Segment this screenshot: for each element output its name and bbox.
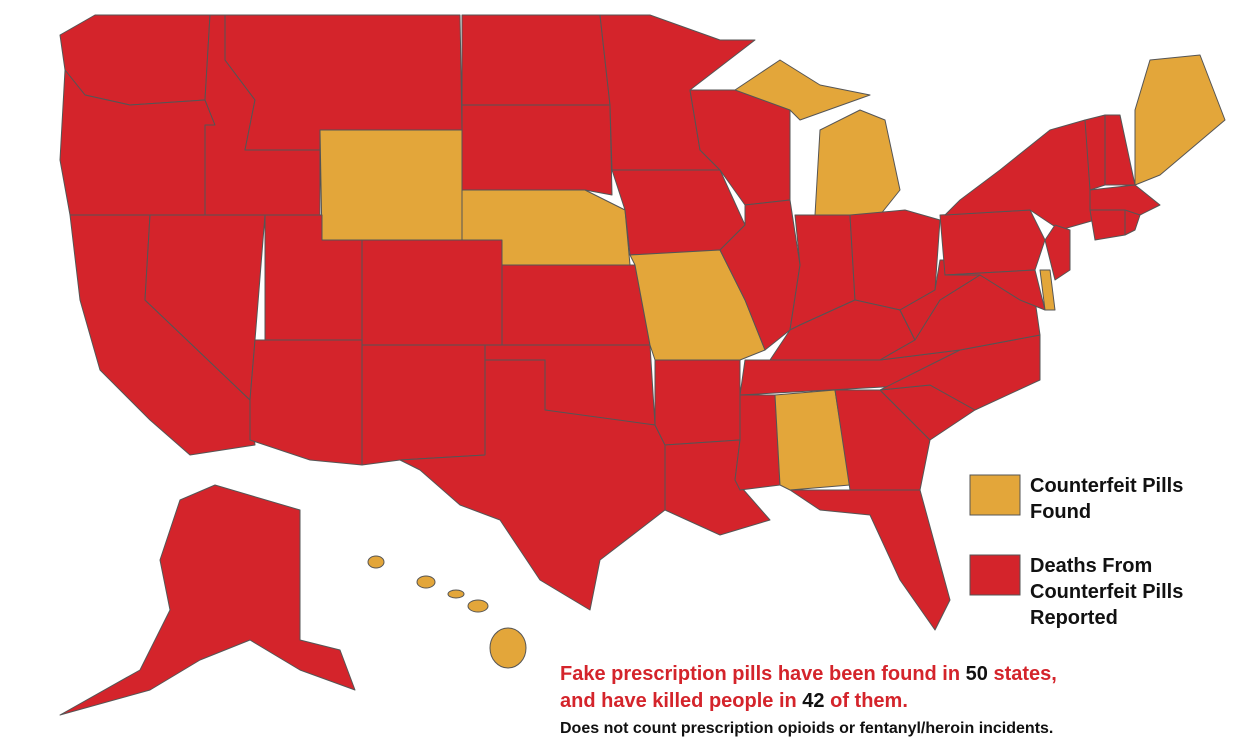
state: [944, 269, 1046, 311]
caption: and have killed people in 42 of them.: [560, 690, 908, 712]
legend-label: Deaths From: [1030, 555, 1152, 577]
caption-number: 42: [802, 690, 824, 712]
legend-swatch: [969, 554, 1021, 596]
island: [416, 575, 436, 589]
state: [501, 264, 651, 346]
caption-number: 50: [966, 663, 988, 685]
state: [361, 239, 503, 346]
island: [447, 589, 465, 599]
legend-label: Reported: [1030, 607, 1118, 629]
caption-text: and have killed people in: [560, 690, 802, 712]
state: [1089, 184, 1161, 216]
caption-text: states,: [988, 663, 1057, 685]
state: [399, 359, 666, 611]
caption-text: Fake prescription pills have been found …: [560, 663, 966, 685]
island: [467, 599, 489, 613]
state: [1044, 224, 1071, 281]
state: [461, 14, 611, 106]
state: [1134, 54, 1226, 186]
state: [719, 199, 801, 351]
state: [789, 489, 951, 631]
state: [834, 389, 931, 491]
island: [367, 555, 385, 569]
footnote: Does not count prescription opioids or f…: [560, 720, 1053, 737]
state: [939, 209, 1046, 276]
legend-label: Counterfeit Pills: [1030, 475, 1183, 497]
state: [249, 339, 363, 466]
state: [319, 129, 463, 241]
state: [1104, 114, 1136, 186]
state: [461, 104, 613, 196]
state: [734, 59, 871, 121]
state: [814, 109, 901, 216]
island: [489, 627, 527, 669]
state: [774, 389, 851, 491]
caption-text: of them.: [825, 690, 908, 712]
legend-label: Counterfeit Pills: [1030, 581, 1183, 603]
state: [1089, 209, 1126, 241]
state: [654, 359, 741, 446]
state: [1124, 209, 1141, 236]
caption: Fake prescription pills have been found …: [560, 663, 1057, 685]
legend-swatch: [969, 474, 1021, 516]
states: [59, 14, 1226, 716]
state: [1039, 269, 1056, 311]
state: [734, 394, 781, 491]
legend-label: Found: [1030, 501, 1091, 523]
state: [361, 344, 486, 466]
state: [59, 484, 356, 716]
state: [611, 169, 746, 256]
